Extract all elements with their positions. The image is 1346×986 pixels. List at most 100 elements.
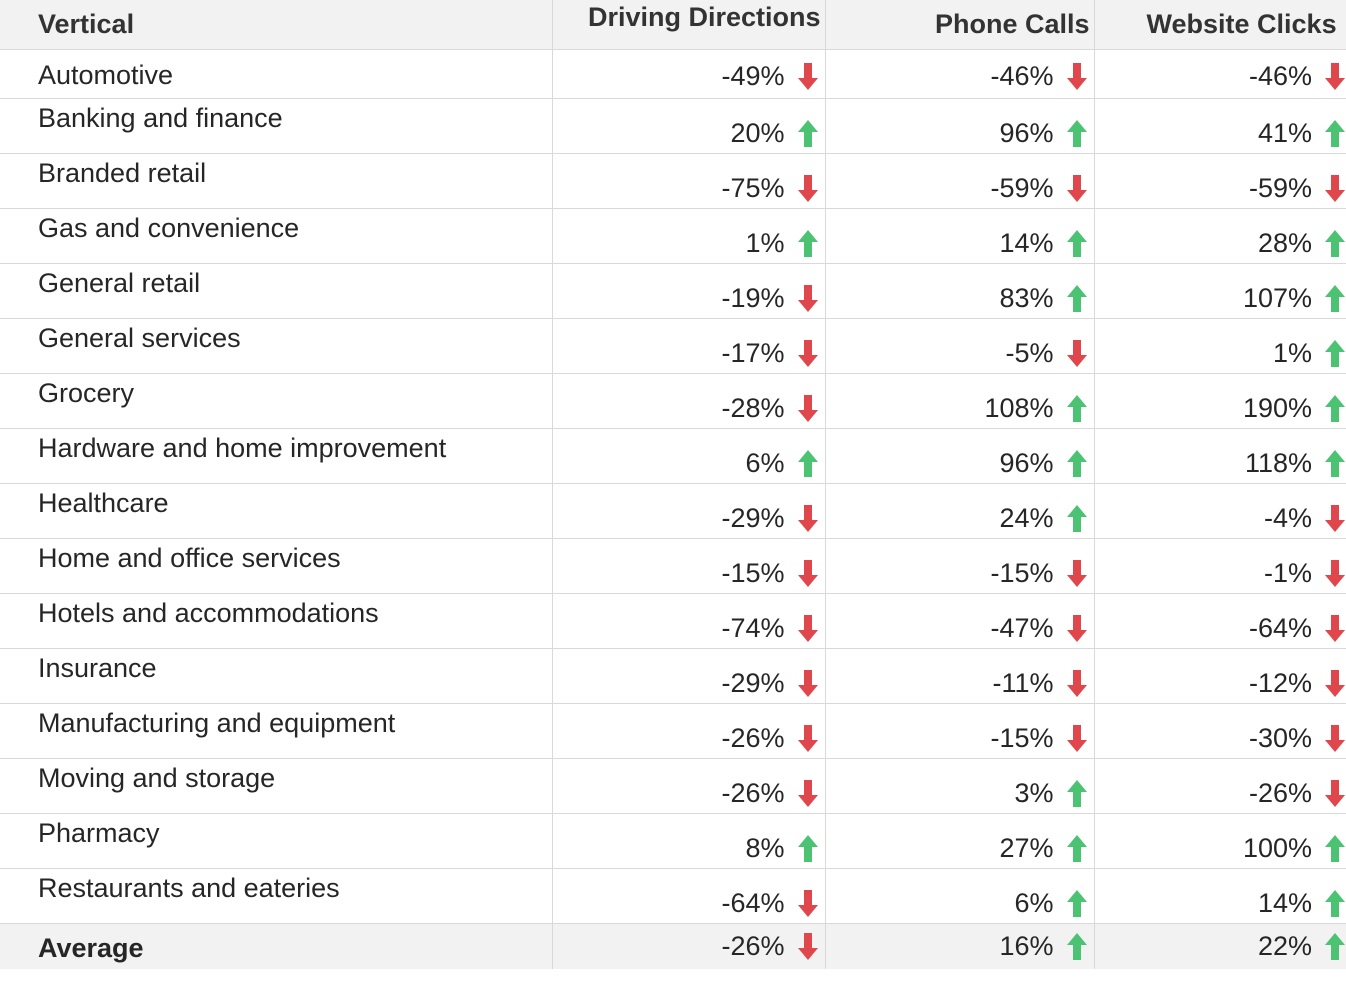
table-row: Manufacturing and equipment -26% -15% -30% — [0, 703, 1346, 759]
phone-calls-cell: 27% — [824, 813, 1094, 869]
arrow-down-icon — [1066, 724, 1088, 753]
driving-directions-cell: 6% — [551, 428, 825, 484]
driving-directions-cell: 20% — [551, 98, 825, 154]
driving-directions-cell: -74% — [551, 593, 825, 649]
header-row: Vertical Driving Directions Phone Calls … — [0, 0, 1346, 50]
arrow-up-icon — [1066, 119, 1088, 148]
table-row: General retail -19% 83% 107% — [0, 263, 1346, 319]
table-row: Insurance -29% -11% -12% — [0, 648, 1346, 704]
driving-directions-value: -15% — [721, 557, 785, 588]
table-row: Restaurants and eateries -64% 6% 14% — [0, 868, 1346, 924]
column-header-vertical[interactable]: Vertical — [0, 0, 552, 50]
arrow-up-icon — [1324, 932, 1346, 961]
arrow-down-icon — [1066, 339, 1088, 368]
table-row: Healthcare -29% 24% -4% — [0, 483, 1346, 539]
arrow-up-icon — [797, 449, 819, 478]
arrow-up-icon — [1066, 394, 1088, 423]
column-header-driving-directions[interactable]: Driving Directions — [551, 0, 825, 50]
website-clicks-cell: -1% — [1093, 538, 1346, 594]
table-row: Pharmacy 8% 27% 100% — [0, 813, 1346, 869]
arrow-down-icon — [1066, 614, 1088, 643]
phone-calls-value: 16% — [999, 931, 1054, 962]
arrow-down-icon — [797, 932, 819, 961]
website-clicks-cell: 190% — [1093, 373, 1346, 429]
arrow-up-icon — [1324, 284, 1346, 313]
arrow-down-icon — [797, 62, 819, 91]
arrow-down-icon — [797, 559, 819, 588]
arrow-up-icon — [1324, 394, 1346, 423]
phone-calls-value: -47% — [990, 612, 1054, 643]
driving-directions-value: -74% — [721, 612, 785, 643]
driving-directions-cell: -75% — [551, 153, 825, 209]
phone-calls-value: 24% — [999, 502, 1054, 533]
phone-calls-value: 96% — [999, 117, 1054, 148]
driving-directions-cell: -49% — [551, 49, 825, 99]
driving-directions-value: -19% — [721, 282, 785, 313]
table-row: Home and office services -15% -15% -1% — [0, 538, 1346, 594]
driving-directions-value: -28% — [721, 392, 785, 423]
phone-calls-value: 108% — [984, 392, 1054, 423]
arrow-down-icon — [1324, 614, 1346, 643]
arrow-down-icon — [1324, 724, 1346, 753]
arrow-down-icon — [797, 724, 819, 753]
phone-calls-value: 27% — [999, 832, 1054, 863]
arrow-down-icon — [797, 504, 819, 533]
arrow-up-icon — [1324, 449, 1346, 478]
driving-directions-cell: 8% — [551, 813, 825, 869]
website-clicks-value: -64% — [1248, 612, 1312, 643]
website-clicks-value: -30% — [1248, 722, 1312, 753]
website-clicks-value: 28% — [1257, 227, 1312, 258]
table-row: General services -17% -5% 1% — [0, 318, 1346, 374]
website-clicks-value: -1% — [1263, 557, 1312, 588]
phone-calls-cell: -47% — [824, 593, 1094, 649]
website-clicks-cell: 14% — [1093, 868, 1346, 924]
table-row: Branded retail -75% -59% -59% — [0, 153, 1346, 209]
vertical-name: General retail — [0, 263, 552, 319]
phone-calls-cell: -15% — [824, 703, 1094, 759]
phone-calls-cell: -11% — [824, 648, 1094, 704]
arrow-up-icon — [797, 119, 819, 148]
website-clicks-value: -26% — [1248, 777, 1312, 808]
column-header-website-clicks[interactable]: Website Clicks — [1093, 0, 1346, 50]
arrow-down-icon — [1324, 504, 1346, 533]
table-row: Banking and finance 20% 96% 41% — [0, 98, 1346, 154]
arrow-down-icon — [1324, 559, 1346, 588]
table-row: Grocery -28% 108% 190% — [0, 373, 1346, 429]
arrow-down-icon — [1066, 62, 1088, 91]
website-clicks-value: -46% — [1248, 60, 1312, 91]
website-clicks-cell: 1% — [1093, 318, 1346, 374]
phone-calls-cell: -15% — [824, 538, 1094, 594]
driving-directions-cell: -29% — [551, 648, 825, 704]
website-clicks-value: 14% — [1257, 887, 1312, 918]
driving-directions-cell: -26% — [551, 703, 825, 759]
vertical-name: Home and office services — [0, 538, 552, 594]
vertical-name: Automotive — [0, 49, 552, 99]
arrow-down-icon — [1066, 174, 1088, 203]
vertical-name: Grocery — [0, 373, 552, 429]
column-header-phone-calls[interactable]: Phone Calls — [824, 0, 1094, 50]
arrow-up-icon — [1324, 339, 1346, 368]
phone-calls-value: -11% — [992, 667, 1054, 698]
driving-directions-value: 6% — [745, 447, 785, 478]
phone-calls-cell: 14% — [824, 208, 1094, 264]
driving-directions-cell: 1% — [551, 208, 825, 264]
website-clicks-cell: 118% — [1093, 428, 1346, 484]
driving-directions-value: 20% — [730, 117, 785, 148]
website-clicks-value: 22% — [1257, 931, 1312, 962]
website-clicks-cell: 28% — [1093, 208, 1346, 264]
arrow-down-icon — [1324, 62, 1346, 91]
arrow-up-icon — [797, 229, 819, 258]
website-clicks-cell: -64% — [1093, 593, 1346, 649]
arrow-down-icon — [797, 889, 819, 918]
vertical-name: Pharmacy — [0, 813, 552, 869]
arrow-up-icon — [1066, 449, 1088, 478]
arrow-up-icon — [1324, 119, 1346, 148]
arrow-down-icon — [797, 284, 819, 313]
phone-calls-cell: 24% — [824, 483, 1094, 539]
driving-directions-cell: -17% — [551, 318, 825, 374]
arrow-up-icon — [797, 834, 819, 863]
arrow-up-icon — [1324, 229, 1346, 258]
website-clicks-cell: -12% — [1093, 648, 1346, 704]
vertical-name: Restaurants and eateries — [0, 868, 552, 924]
